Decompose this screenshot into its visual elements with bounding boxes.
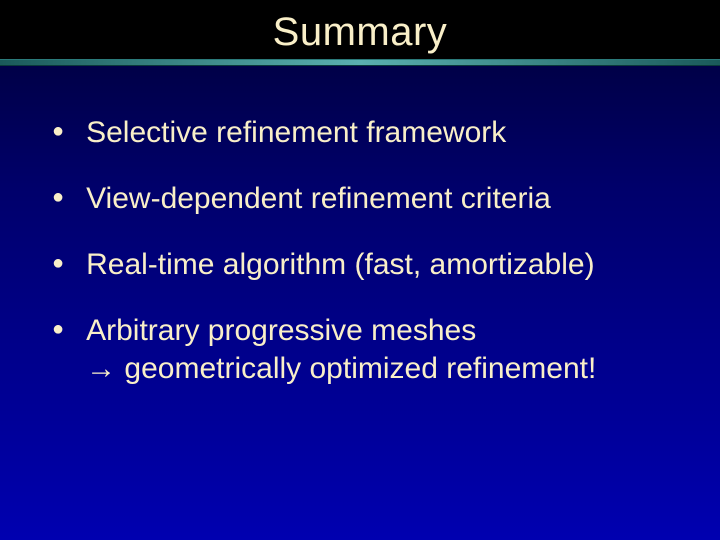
bullet-marker-icon: ● <box>52 312 64 346</box>
bullet-item: ● Arbitrary progressive meshes → geometr… <box>52 312 680 388</box>
bullet-marker-icon: ● <box>52 246 64 280</box>
title-divider <box>0 59 720 66</box>
bullet-marker-icon: ● <box>52 114 64 148</box>
bullet-item: ● Selective refinement framework <box>52 114 680 152</box>
bullet-line2: geometrically optimized refinement! <box>116 352 596 385</box>
slide-title: Summary <box>0 10 720 55</box>
bullet-marker-icon: ● <box>52 180 64 214</box>
slide-body: ● Selective refinement framework ● View-… <box>0 66 720 388</box>
bullet-item: ● View-dependent refinement criteria <box>52 180 680 218</box>
bullet-item: ● Real-time algorithm (fast, amortizable… <box>52 246 680 284</box>
bullet-text: View-dependent refinement criteria <box>86 180 551 218</box>
bullet-text: Real-time algorithm (fast, amortizable) <box>86 246 595 284</box>
bullet-line1: Arbitrary progressive meshes <box>86 314 476 347</box>
title-area: Summary <box>0 0 720 59</box>
slide: Summary ● Selective refinement framework… <box>0 0 720 540</box>
bullet-text: Arbitrary progressive meshes → geometric… <box>86 312 596 388</box>
arrow-icon: → <box>86 352 116 385</box>
bullet-text: Selective refinement framework <box>86 114 506 152</box>
